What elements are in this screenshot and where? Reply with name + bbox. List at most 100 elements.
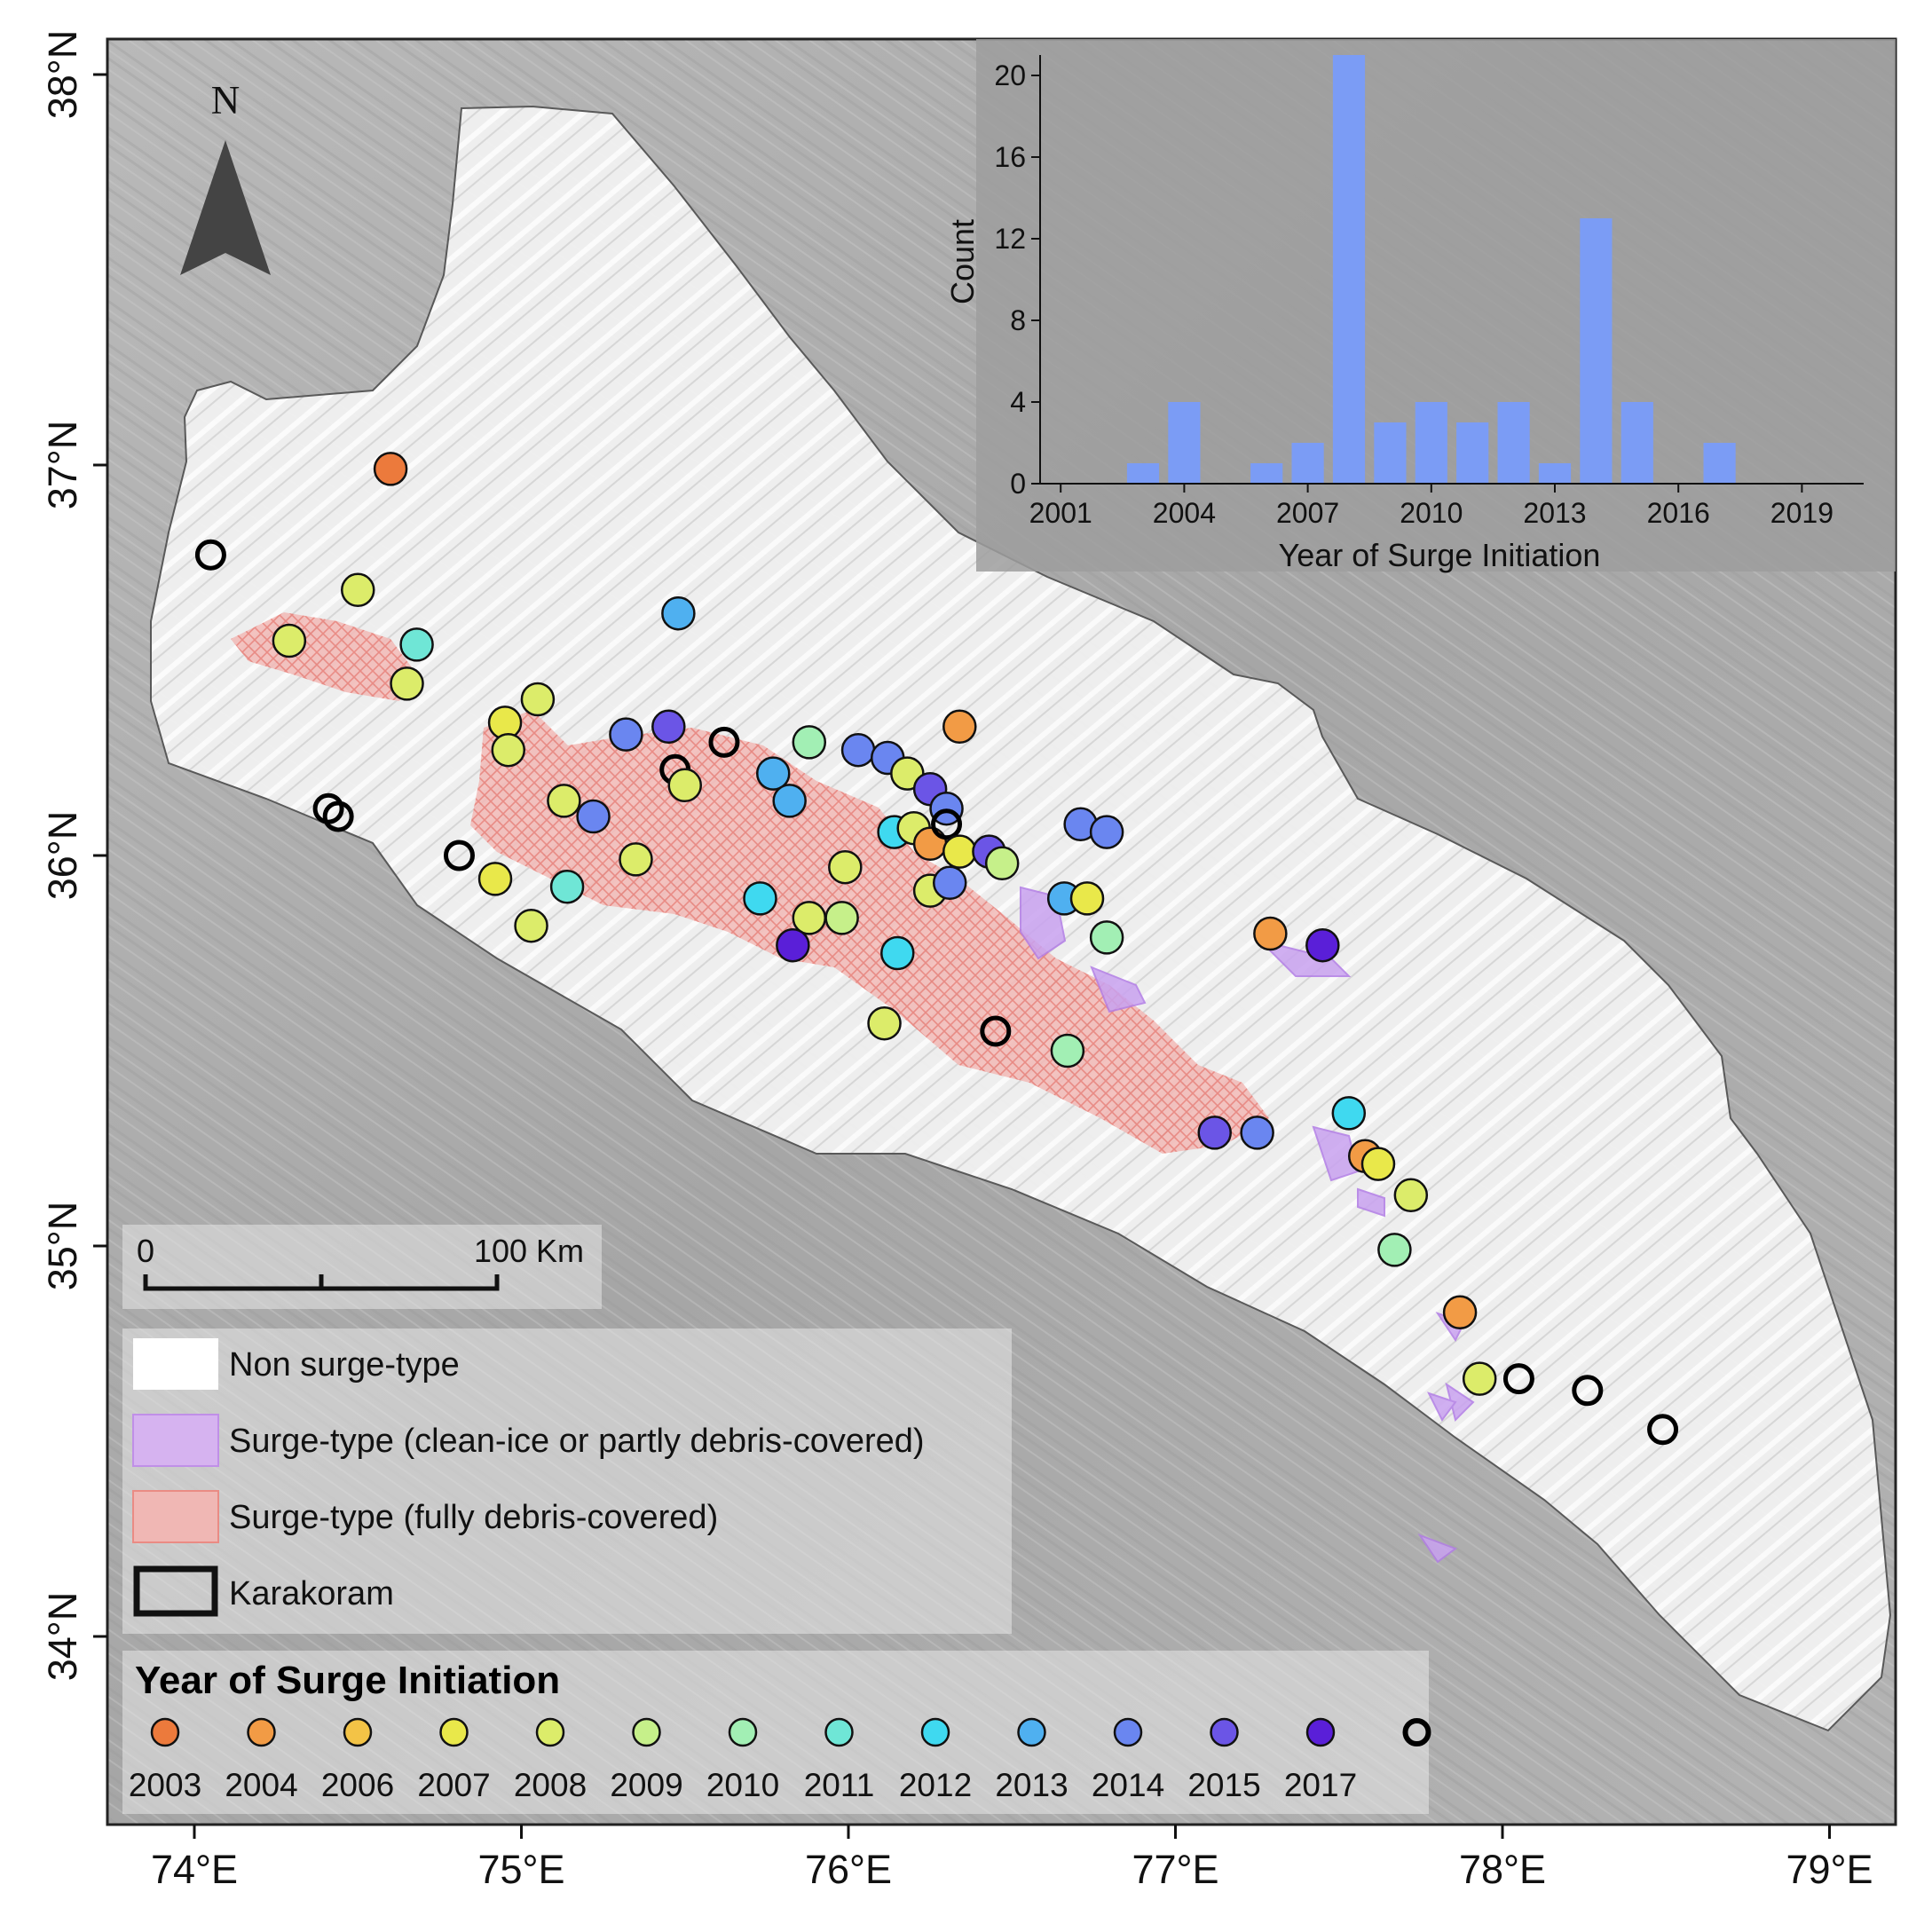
lat-tick-label: 37°N (40, 421, 85, 510)
inset-bar (1538, 463, 1572, 484)
lon-tick-label: 78°E (1459, 1847, 1546, 1892)
year-legend-swatch (1113, 1717, 1143, 1747)
surge-glacier-marker (491, 732, 526, 768)
north-arrow: N (180, 78, 271, 275)
lon-tick-label: 79°E (1786, 1847, 1873, 1892)
inset-bar (1291, 443, 1324, 484)
legend-label-surge-debris: Surge-type (fully debris-covered) (229, 1499, 718, 1536)
year-legend-swatch (1017, 1717, 1046, 1747)
surge-glacier-marker (984, 846, 1020, 881)
karakoram-glacier-marker (1572, 1375, 1604, 1407)
inset-axes: 2001 2004 2007 2010 2013 2016 2019 0 4 8 12 16 20 (994, 55, 1864, 529)
surge-glacier-marker (828, 849, 863, 885)
surge-glacier-marker (1305, 927, 1340, 963)
karakoram-glacier-marker (1502, 1363, 1534, 1395)
lat-tick-label: 36°N (40, 811, 85, 901)
inset-x-tick-label: 2016 (1647, 497, 1710, 529)
inset-bar (1621, 402, 1653, 484)
year-legend-swatch (632, 1717, 661, 1747)
karakoram-glacier-marker (443, 840, 475, 871)
inset-y-tick-label: 8 (1010, 304, 1026, 336)
karakoram-glacier-marker (194, 539, 226, 571)
year-legend-label: 2003 (129, 1767, 201, 1803)
legend-swatch-non-surge (133, 1338, 218, 1390)
inset-bar (1126, 463, 1160, 484)
inset-bar (1497, 402, 1530, 484)
surge-glacier-marker (1253, 916, 1288, 951)
karakoram-glacier-marker (708, 726, 740, 758)
longitude-ticks: 74°E 75°E 76°E 77°E 78°E 79°E (151, 1825, 1873, 1892)
lat-tick-label: 35°N (40, 1202, 85, 1291)
year-legend-swatch (728, 1717, 758, 1747)
inset-bar (1456, 422, 1489, 484)
lon-tick-label: 74°E (151, 1847, 238, 1892)
inset-x-tick-label: 2001 (1029, 497, 1092, 529)
inset-y-tick-label: 4 (1010, 386, 1026, 418)
inset-xlabel: Year of Surge Initiation (1279, 537, 1601, 573)
inset-y-tick-label: 16 (994, 141, 1026, 173)
year-legend-label: 2013 (995, 1767, 1068, 1803)
year-legend-swatch (247, 1717, 276, 1747)
surge-glacier-marker (792, 725, 827, 760)
surge-glacier-marker (619, 842, 653, 877)
scale-bar: 0 100 Km (122, 1225, 602, 1309)
year-legend-swatch (535, 1717, 565, 1747)
year-legend-swatch (1305, 1717, 1336, 1747)
scale-bar-line (143, 1274, 500, 1291)
surge-glacier-marker (373, 452, 408, 486)
surge-glacier-marker (776, 927, 810, 963)
karakoram-glacier-marker (1647, 1414, 1679, 1446)
lon-tick-label: 76°E (805, 1847, 892, 1892)
surge-glacier-marker (1331, 1096, 1367, 1131)
inset-bar (1250, 463, 1283, 484)
inset-y-tick-label: 0 (1010, 468, 1026, 500)
inset-bars (1126, 55, 1736, 484)
surge-glacier-marker (1089, 920, 1124, 955)
surge-glacier-marker (549, 869, 585, 904)
inset-background (976, 39, 1896, 572)
legend-swatch-karakoram (133, 1565, 218, 1617)
surge-glacier-marker (1089, 815, 1124, 849)
lat-tick-label: 38°N (40, 30, 85, 120)
year-legend-swatch (439, 1717, 469, 1747)
north-label: N (211, 78, 241, 122)
inset-y-tick-label: 12 (994, 223, 1026, 255)
inset-bar (1415, 402, 1447, 484)
latitude-ticks: 38°N 37°N 36°N 35°N 34°N (40, 30, 107, 1682)
surge-glacier-marker (272, 623, 307, 658)
surge-glacier-marker (880, 935, 915, 971)
scale-bar-end-label: 100 Km (474, 1233, 584, 1269)
surge-glacier-marker (514, 908, 548, 943)
surge-glacier-marker (824, 901, 859, 935)
inset-bar (1703, 443, 1736, 484)
year-legend: Year of Surge Initiation 2003 2004 2006 200… (122, 1651, 1431, 1814)
inset-bar (1374, 422, 1407, 484)
surge-glacier-marker (477, 862, 513, 896)
surge-glacier-marker (912, 826, 948, 862)
inset-x-tick-label: 2019 (1770, 497, 1833, 529)
inset-histogram: 2001 2004 2007 2010 2013 2016 2019 0 4 8 12 16 20 Ye… (944, 39, 1896, 573)
inset-x-tick-label: 2007 (1276, 497, 1339, 529)
lat-tick-label: 34°N (40, 1592, 85, 1682)
glacier-points (194, 452, 1679, 1446)
lon-tick-label: 75°E (477, 1847, 564, 1892)
inset-x-tick-label: 2013 (1523, 497, 1586, 529)
karakoram-glacier-marker (980, 1015, 1012, 1047)
legend-swatch-surge-debris (132, 1490, 219, 1543)
inset-ylabel: Count (944, 219, 981, 304)
surge-glacier-marker (399, 627, 434, 662)
surge-glacier-marker (1240, 1116, 1274, 1150)
scale-bar-start-label: 0 (137, 1233, 154, 1269)
legend-swatch-surge-clean (132, 1414, 219, 1467)
karakoram-glacier-marker (931, 808, 963, 840)
surge-glacier-marker (390, 666, 424, 701)
surge-glacier-marker (772, 784, 807, 818)
inset-x-tick-label: 2010 (1400, 497, 1463, 529)
year-legend-label: 2010 (706, 1767, 779, 1803)
surge-glacier-marker (1360, 1147, 1396, 1181)
inset-x-tick-label: 2004 (1153, 497, 1216, 529)
surge-glacier-marker (942, 709, 977, 745)
surge-glacier-marker (1050, 1033, 1085, 1068)
legend-label-non-surge: Non surge-type (229, 1346, 460, 1384)
